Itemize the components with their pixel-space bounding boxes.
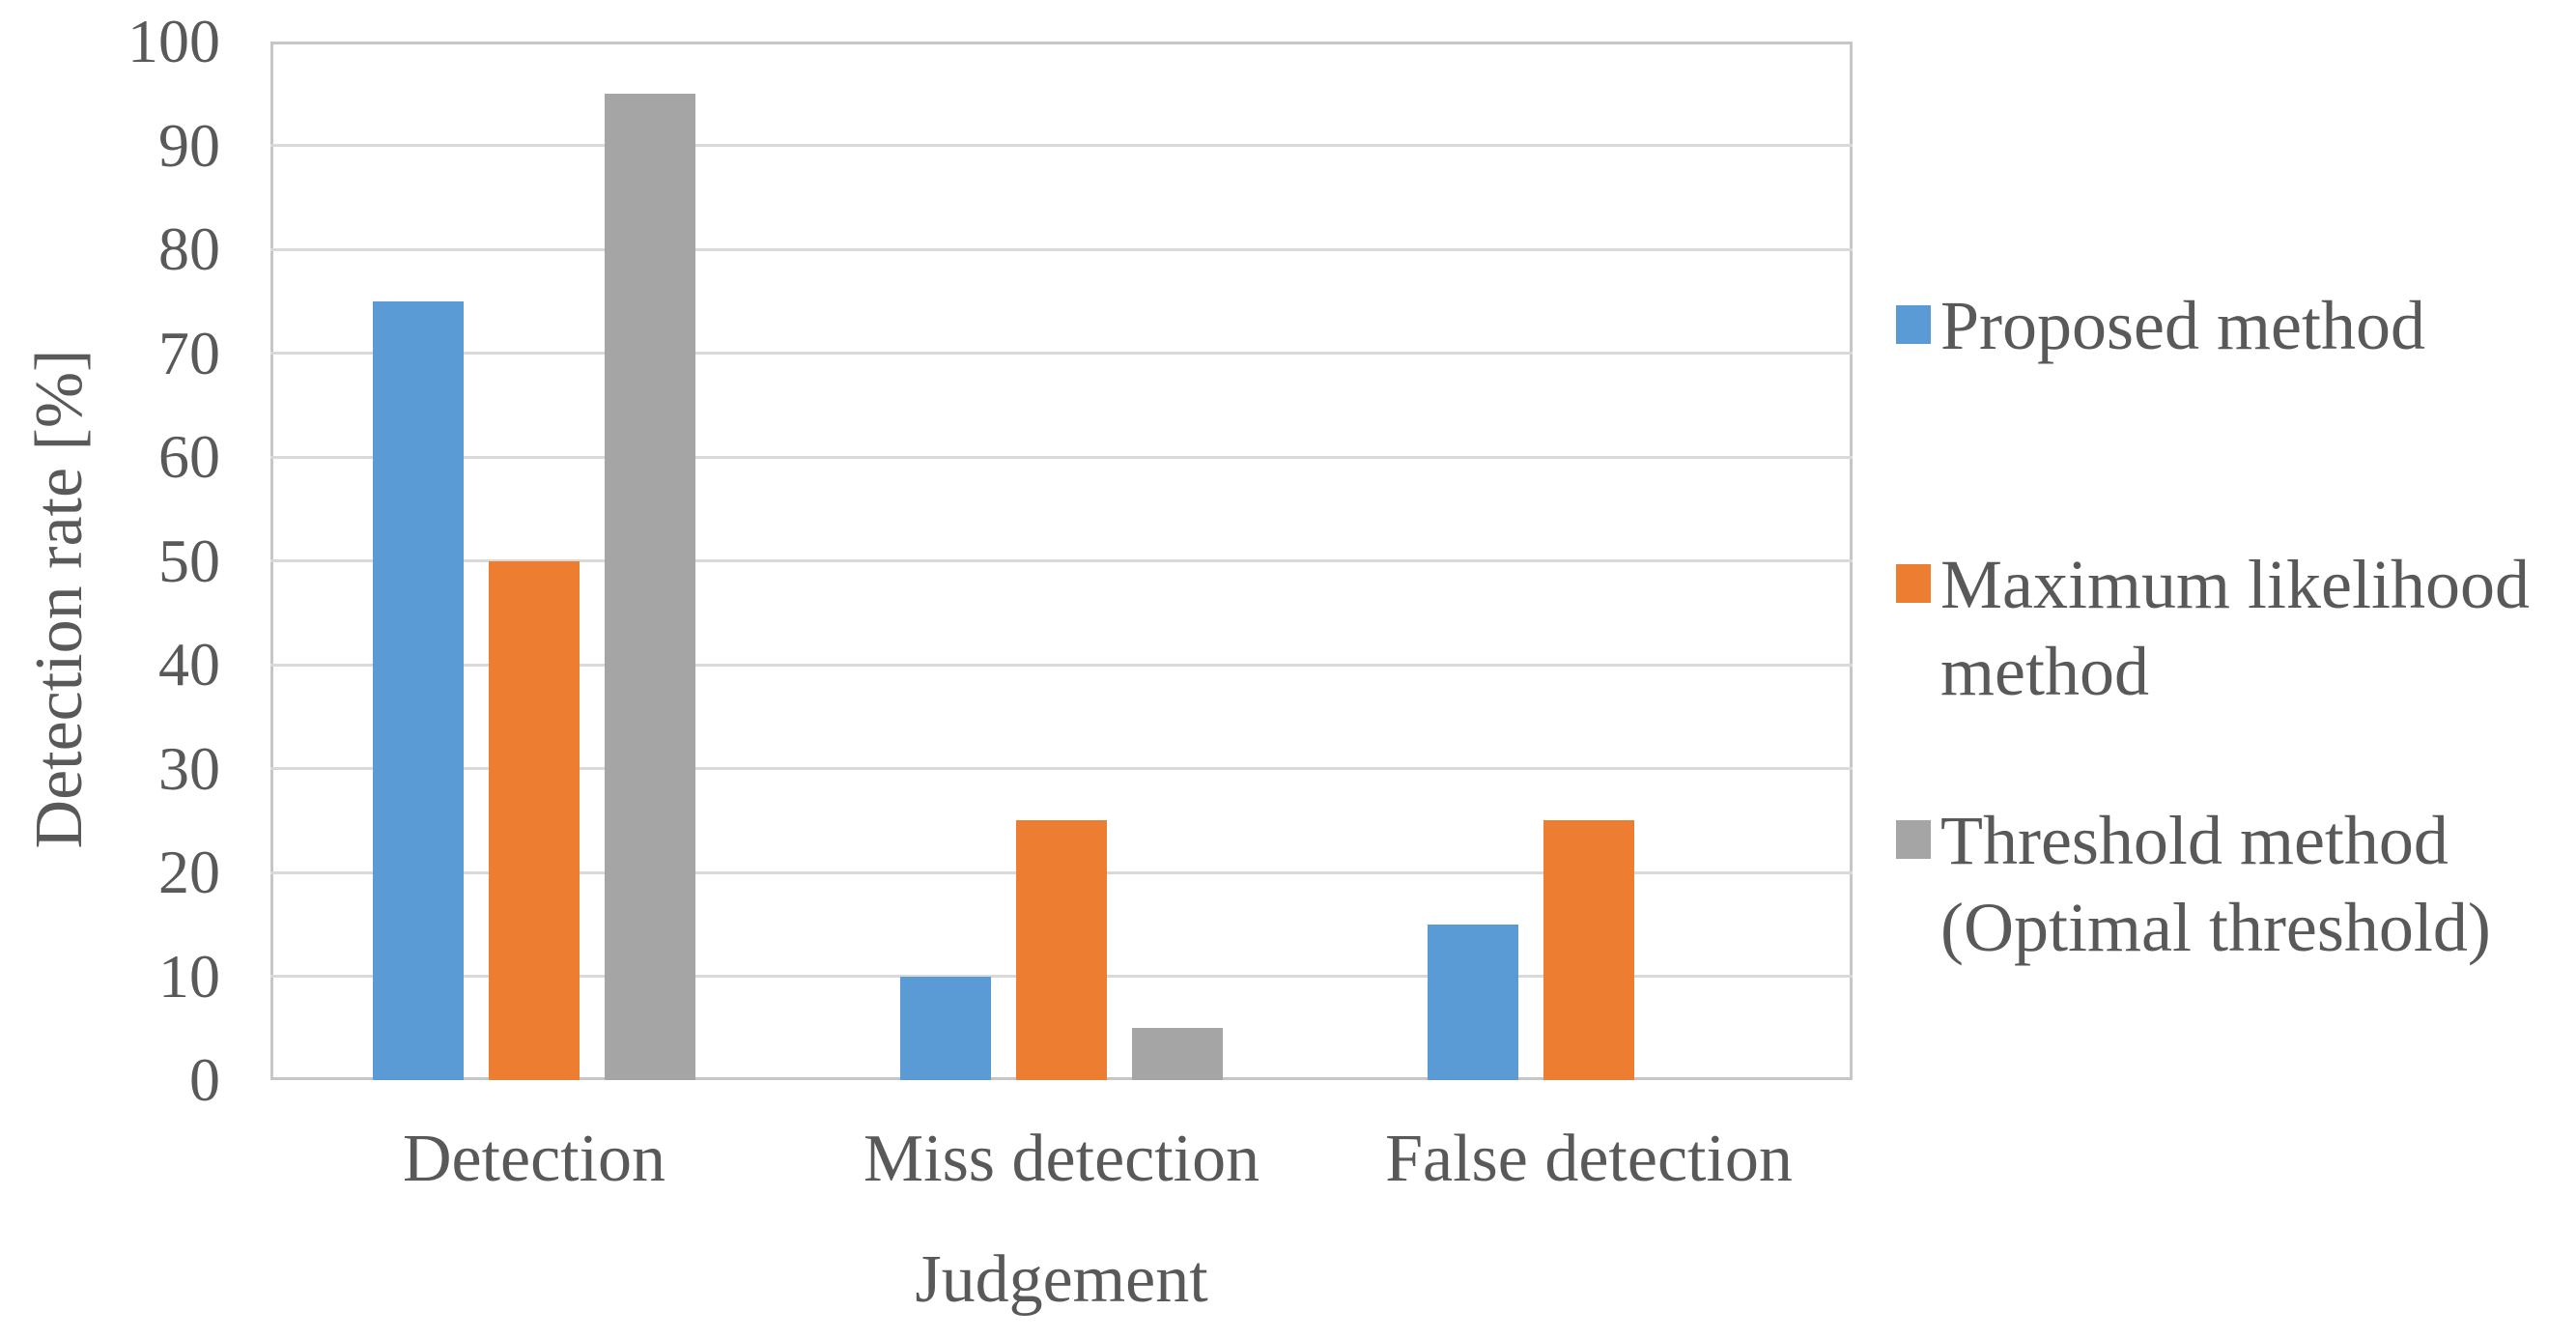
legend-label: Proposed method <box>1940 282 2572 369</box>
legend-item: Threshold method (Optimal threshold) <box>1896 797 2572 971</box>
x-category-label: False detection <box>1385 1122 1793 1196</box>
legend-label-line: Proposed method <box>1940 287 2425 364</box>
plot-area <box>270 42 1853 1080</box>
legend-label-line: (Optimal threshold) <box>1940 889 2491 966</box>
legend-marker-icon <box>1896 820 1931 859</box>
bar-series3-cat2 <box>1132 1028 1223 1080</box>
y-tick-label: 10 <box>158 941 220 1011</box>
bar-series2-cat1 <box>489 560 580 1080</box>
bar-series2-cat2 <box>1016 820 1107 1080</box>
legend-marker-icon <box>1896 305 1931 344</box>
gridline <box>270 663 1853 667</box>
legend-label: Threshold method (Optimal threshold) <box>1940 797 2572 971</box>
legend-item: Maximum likelihood method <box>1896 541 2572 715</box>
gridline <box>270 247 1853 251</box>
y-tick-label: 30 <box>158 733 220 803</box>
y-tick-label: 50 <box>158 526 220 595</box>
y-tick-label: 90 <box>158 110 220 180</box>
gridline <box>270 144 1853 147</box>
bar-series1-cat1 <box>373 300 464 1080</box>
x-category-label: Detection <box>402 1122 666 1196</box>
bar-series1-cat2 <box>900 976 991 1080</box>
legend-label-line: Threshold method <box>1940 802 2449 879</box>
y-tick-label: 0 <box>189 1045 220 1114</box>
bar-series3-cat1 <box>605 93 695 1080</box>
gridline <box>270 767 1853 770</box>
legend-marker-icon <box>1896 564 1931 603</box>
bar-series1-cat3 <box>1428 924 1518 1080</box>
legend-label: Maximum likelihood method <box>1940 541 2572 715</box>
y-tick-label: 20 <box>158 838 220 906</box>
gridline <box>270 352 1853 355</box>
legend-label-line: method <box>1940 633 2149 710</box>
bar-series2-cat3 <box>1543 820 1634 1080</box>
legend-item: Proposed method <box>1896 282 2572 369</box>
y-tick-label: 70 <box>158 318 220 387</box>
legend: Proposed method Maximum likelihood method T… <box>1896 0 2572 1339</box>
gridline <box>270 455 1853 459</box>
y-tick-label: 40 <box>158 630 220 698</box>
legend-label-line: Maximum likelihood <box>1940 546 2530 623</box>
x-axis-title: Judgement <box>915 1242 1208 1317</box>
gridline <box>270 559 1853 562</box>
y-tick-label: 80 <box>158 214 220 283</box>
x-category-label: Miss detection <box>863 1122 1260 1196</box>
y-tick-label: 100 <box>127 7 220 75</box>
y-tick-label: 60 <box>158 422 220 491</box>
